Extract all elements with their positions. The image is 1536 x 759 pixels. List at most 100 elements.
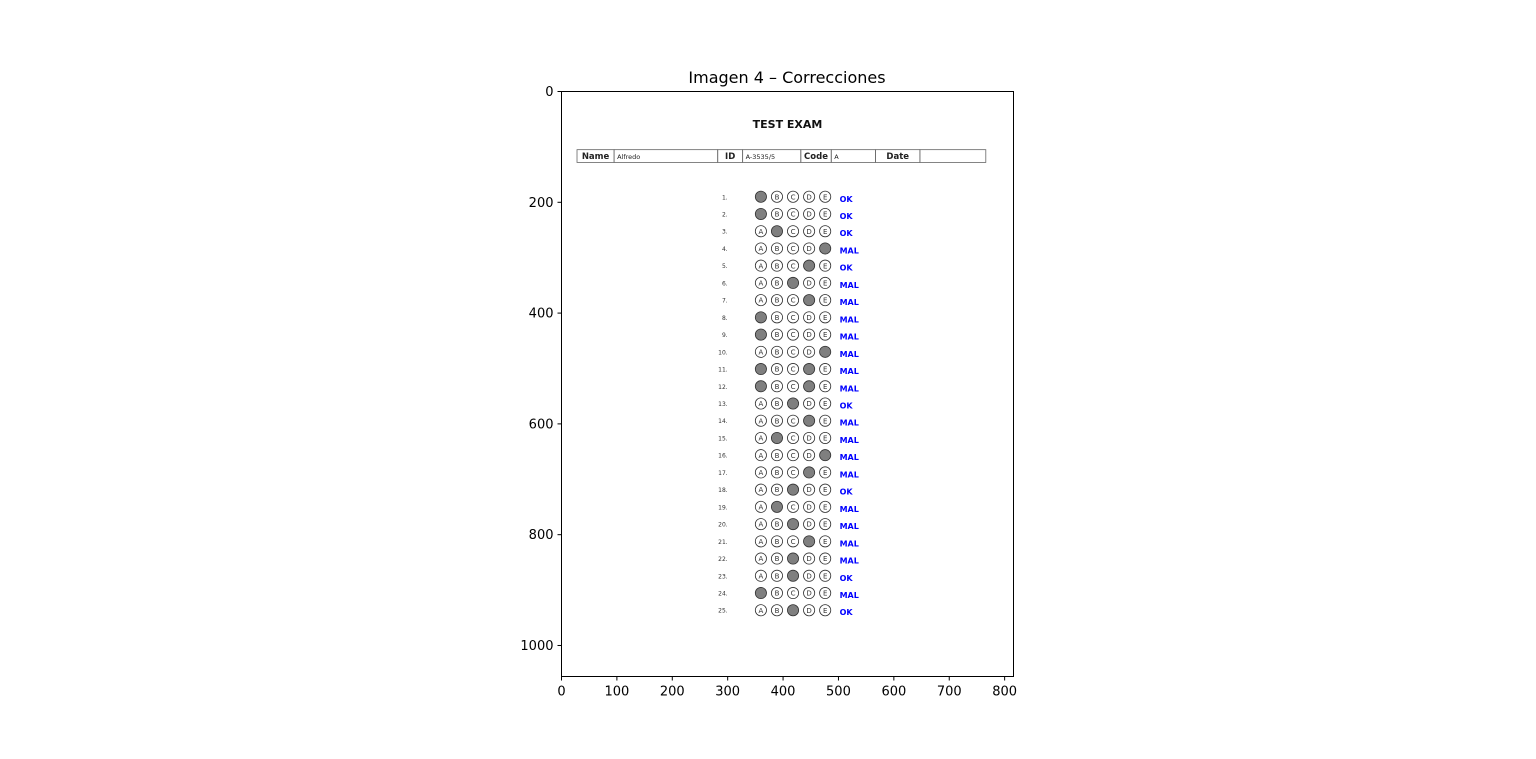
x-tick-label: 400 xyxy=(771,685,796,700)
sheet-heading: TEST EXAM xyxy=(753,118,823,131)
result-label: OK xyxy=(840,488,854,497)
answer-bubble xyxy=(819,569,832,582)
bubble-letter: E xyxy=(823,435,827,443)
answer-bubble xyxy=(819,276,832,289)
bubble-letter: A xyxy=(759,245,764,253)
bubble-letter: E xyxy=(823,503,827,511)
answer-bubble xyxy=(754,604,767,617)
question-number: 24. xyxy=(718,591,728,598)
bubble-letter: D xyxy=(806,228,811,236)
answer-bubble xyxy=(770,569,783,582)
answer-bubble xyxy=(770,294,783,307)
result-label: OK xyxy=(840,574,854,583)
answer-bubble xyxy=(770,276,783,289)
bubble-letter: A xyxy=(759,538,764,546)
answer-bubble xyxy=(787,294,800,307)
question-row: 5. A B C E OK xyxy=(722,259,853,273)
answer-bubble xyxy=(803,587,816,600)
answer-bubble xyxy=(770,587,783,600)
bubble-letter: C xyxy=(791,503,796,511)
answer-bubble xyxy=(787,535,800,548)
answer-bubble xyxy=(819,552,832,565)
answer-bubble xyxy=(819,207,832,220)
bubble-letter: E xyxy=(823,469,827,477)
bubble-letter: C xyxy=(791,245,796,253)
code-label: Code xyxy=(804,152,828,162)
answer-bubble xyxy=(770,345,783,358)
question-row: 10. A B C D MAL xyxy=(718,345,859,359)
question-number: 22. xyxy=(718,556,728,563)
answer-bubble xyxy=(754,518,767,531)
answer-bubble xyxy=(770,500,783,513)
answer-bubble xyxy=(819,604,832,617)
question-number: 21. xyxy=(718,539,728,546)
answer-bubble xyxy=(819,242,832,255)
bubble-letter: B xyxy=(775,486,780,494)
question-number: 17. xyxy=(718,470,728,477)
bubble-letter: E xyxy=(823,262,827,270)
answer-bubble xyxy=(787,311,800,324)
bubble-letter: E xyxy=(823,279,827,287)
question-number: 15. xyxy=(718,435,728,442)
answer-bubble xyxy=(819,518,832,531)
bubble-letter: C xyxy=(791,417,796,425)
answer-bubble xyxy=(787,449,800,462)
bubble-letter: E xyxy=(823,383,827,391)
question-row: 4. A B C D MAL xyxy=(722,242,859,255)
exam-sheet-image: TEST EXAM Name Alfredo ID A-3535/5 Code A Date 1… xyxy=(576,118,987,617)
chart-title: Imagen 4 – Correcciones xyxy=(688,68,885,87)
question-row: 3. A C D E OK xyxy=(722,225,853,238)
answer-bubble xyxy=(770,414,783,427)
answer-bubble xyxy=(803,259,816,272)
bubble-letter: A xyxy=(759,348,764,356)
answer-bubble xyxy=(803,328,816,341)
bubble-letter: A xyxy=(759,572,764,580)
bubble-letter: E xyxy=(823,314,827,322)
answer-bubble xyxy=(754,242,767,255)
answer-bubble xyxy=(803,552,816,565)
answer-bubble xyxy=(803,311,816,324)
answer-bubble xyxy=(819,431,832,444)
answer-bubble xyxy=(754,466,767,479)
bubble-letter: C xyxy=(791,435,796,443)
answer-bubble xyxy=(819,449,832,462)
bubble-letter: B xyxy=(775,262,780,270)
answer-bubble xyxy=(770,328,783,341)
answer-bubble xyxy=(754,535,767,548)
bubble-letter: A xyxy=(759,228,764,236)
bubble-letter: B xyxy=(775,383,780,391)
answer-bubble xyxy=(787,604,800,617)
answer-bubble xyxy=(770,604,783,617)
result-label: MAL xyxy=(840,315,859,324)
bubble-letter: D xyxy=(806,245,811,253)
date-label: Date xyxy=(886,152,909,162)
bubble-letter: E xyxy=(823,572,827,580)
bubble-letter: C xyxy=(791,452,796,460)
answer-bubble xyxy=(819,190,832,203)
question-number: 3. xyxy=(722,229,728,236)
bubble-letter: B xyxy=(775,297,780,305)
y-tick-label: 600 xyxy=(529,417,554,432)
answer-bubble xyxy=(819,294,832,307)
question-number: 12. xyxy=(718,384,728,391)
question-number: 20. xyxy=(718,522,728,529)
date-value-cell xyxy=(919,149,987,163)
question-row: 14. A B C E MAL xyxy=(718,414,859,428)
answer-bubble xyxy=(819,328,832,341)
id-value: A-3535/5 xyxy=(746,153,776,161)
question-row: 17. A B C E MAL xyxy=(718,466,859,479)
bubble-letter: D xyxy=(806,607,811,615)
bubble-letter: B xyxy=(775,331,780,339)
answer-bubble xyxy=(754,380,767,393)
answer-bubble xyxy=(787,225,800,238)
bubble-letter: C xyxy=(791,590,796,598)
answer-bubble xyxy=(803,535,816,548)
answer-bubble xyxy=(754,259,767,272)
x-axis: 0 100 200 300 400 500 600 700 800 xyxy=(557,676,1017,700)
answer-bubble xyxy=(770,483,783,496)
question-number: 11. xyxy=(718,367,728,374)
question-number: 8. xyxy=(722,315,728,322)
x-tick-label: 100 xyxy=(604,685,629,700)
question-row: 12. B C E MAL xyxy=(718,380,859,393)
answer-bubble xyxy=(754,397,767,410)
